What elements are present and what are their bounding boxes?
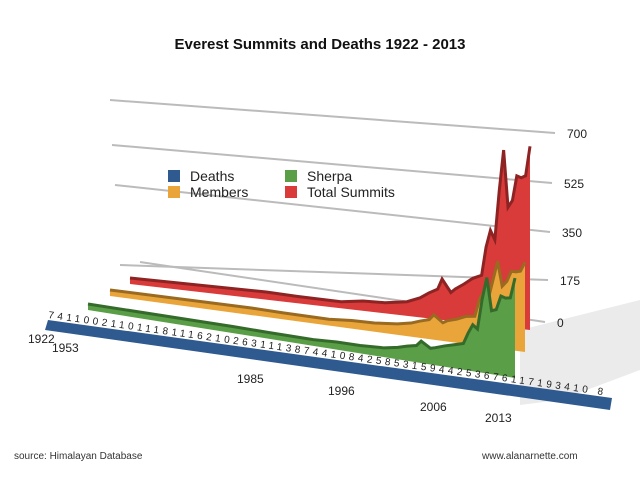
legend-label: Total Summits [307,184,395,200]
x-tick-label: 2013 [485,411,512,425]
website-link[interactable]: www.alanarnette.com [482,451,578,462]
legend-label: Deaths [190,168,234,184]
x-tick-label: 1985 [237,372,264,386]
legend-swatch-deaths [168,170,180,182]
chart-title: Everest Summits and Deaths 1922 - 2013 [174,36,466,53]
area-deaths [45,320,612,410]
area-members [110,261,525,352]
legend-swatch-members [168,186,180,198]
x-tick-label: 2006 [420,400,447,414]
gridline-525 [111,144,553,184]
gridline-350 [114,184,551,233]
y-tick-label: 0 [557,316,564,330]
legend-swatch-total-summits [285,186,297,198]
legend-label: Sherpa [307,168,352,184]
source-note: source: Himalayan Database [14,451,143,462]
x-tick-label: 1996 [328,384,355,398]
legend-swatch-sherpa [285,170,297,182]
y-tick-label: 175 [560,274,580,288]
legend-label: Members [190,184,248,200]
chart-shadow [520,300,640,405]
gridline-700 [109,99,556,134]
area-sherpa [88,277,515,378]
y-tick-label: 525 [564,177,584,191]
y-tick-label: 700 [567,127,587,141]
y-tick-label: 350 [562,226,582,240]
x-tick-label: 1953 [52,341,79,355]
x-tick-label: 1922 [28,332,55,346]
